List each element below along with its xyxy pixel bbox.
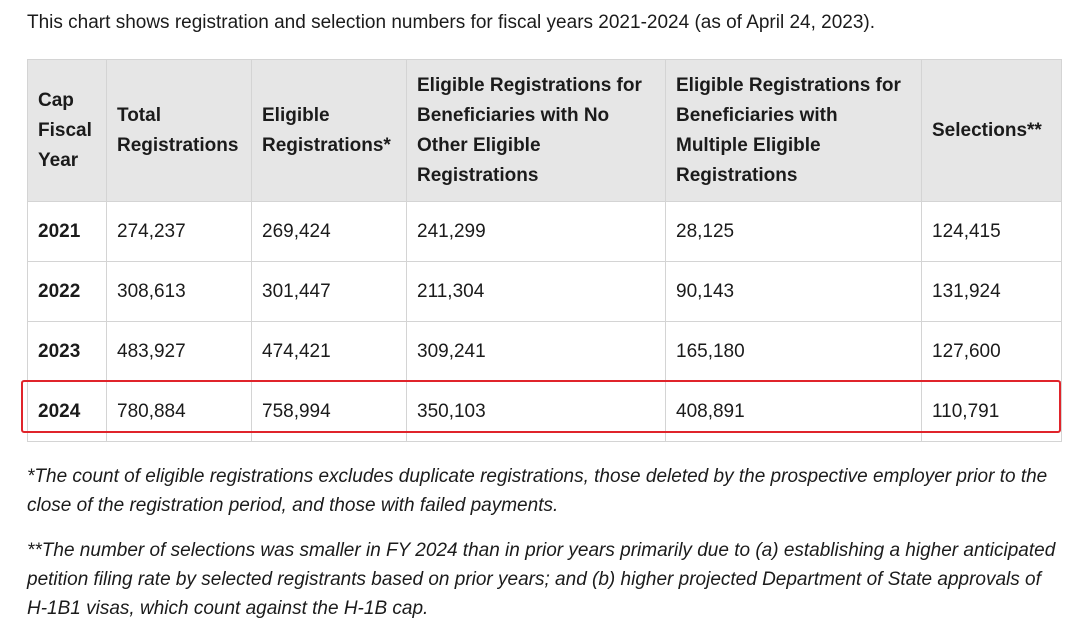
no-other-eligible-cell: 241,299 — [406, 201, 666, 262]
selections-cell: 127,600 — [921, 321, 1062, 382]
table-row-highlighted: 2024 780,884 758,994 350,103 408,891 110… — [27, 381, 1062, 442]
fiscal-year-cell: 2024 — [27, 381, 107, 442]
multiple-eligible-cell: 90,143 — [665, 261, 922, 322]
multiple-eligible-cell: 408,891 — [665, 381, 922, 442]
multiple-eligible-cell: 165,180 — [665, 321, 922, 382]
no-other-eligible-cell: 309,241 — [406, 321, 666, 382]
selections-cell: 110,791 — [921, 381, 1062, 442]
header-no-other-eligible: Eligible Registrations for Beneficiaries… — [406, 59, 666, 202]
intro-text: This chart shows registration and select… — [27, 12, 876, 33]
header-total-registrations: Total Registrations — [106, 59, 252, 202]
header-multiple-eligible: Eligible Registrations for Beneficiaries… — [665, 59, 922, 202]
footnote-selections: **The number of selections was smaller i… — [27, 540, 1056, 619]
header-eligible-registrations: Eligible Registrations* — [251, 59, 407, 202]
eligible-registrations-cell: 269,424 — [251, 201, 407, 262]
total-registrations-cell: 483,927 — [106, 321, 252, 382]
header-cap-fiscal-year: Cap Fiscal Year — [27, 59, 107, 202]
no-other-eligible-cell: 211,304 — [406, 261, 666, 322]
registration-table: Cap Fiscal Year Total Registrations Elig… — [27, 59, 1062, 442]
selections-cell: 124,415 — [921, 201, 1062, 262]
total-registrations-cell: 308,613 — [106, 261, 252, 322]
header-selections: Selections** — [921, 59, 1062, 202]
footnote-eligible: *The count of eligible registrations exc… — [27, 466, 1048, 516]
table-row: 2023 483,927 474,421 309,241 165,180 127… — [27, 321, 1062, 382]
eligible-registrations-cell: 301,447 — [251, 261, 407, 322]
multiple-eligible-cell: 28,125 — [665, 201, 922, 262]
eligible-registrations-cell: 474,421 — [251, 321, 407, 382]
eligible-registrations-cell: 758,994 — [251, 381, 407, 442]
fiscal-year-cell: 2023 — [27, 321, 107, 382]
selections-cell: 131,924 — [921, 261, 1062, 322]
total-registrations-cell: 274,237 — [106, 201, 252, 262]
table-header-row: Cap Fiscal Year Total Registrations Elig… — [27, 59, 1062, 202]
no-other-eligible-cell: 350,103 — [406, 381, 666, 442]
fiscal-year-cell: 2021 — [27, 201, 107, 262]
fiscal-year-cell: 2022 — [27, 261, 107, 322]
table-row: 2021 274,237 269,424 241,299 28,125 124,… — [27, 201, 1062, 262]
table-row: 2022 308,613 301,447 211,304 90,143 131,… — [27, 261, 1062, 322]
total-registrations-cell: 780,884 — [106, 381, 252, 442]
